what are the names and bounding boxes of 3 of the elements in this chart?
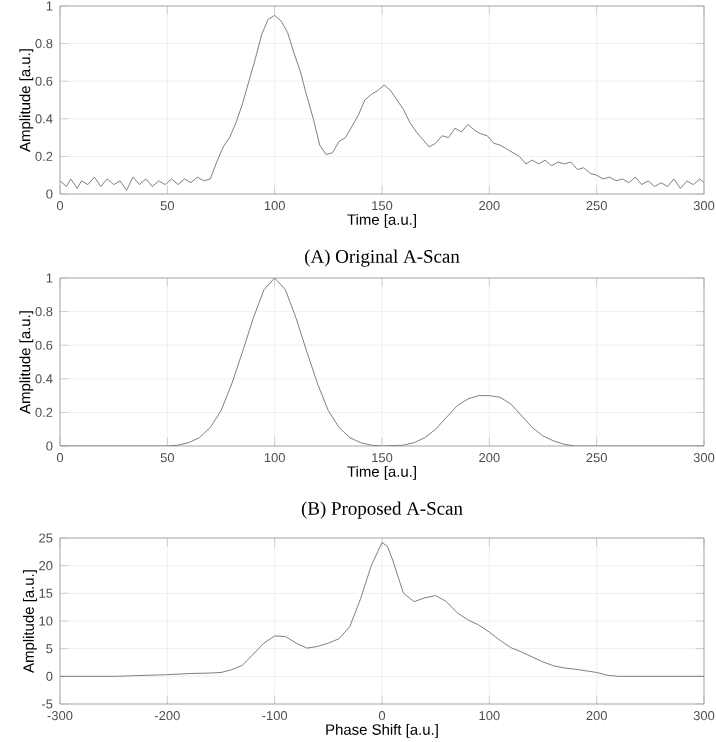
- line-series: [60, 14, 704, 191]
- text: (A) Original A-Scan: [305, 249, 460, 267]
- text: (B) Proposed A-Scan: [301, 501, 463, 519]
